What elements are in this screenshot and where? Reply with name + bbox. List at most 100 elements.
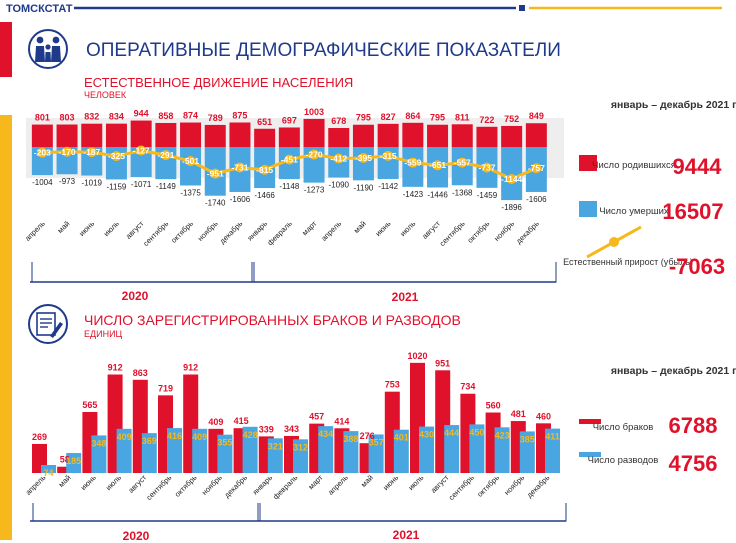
month-label: сентябрь bbox=[144, 473, 173, 502]
births-bar bbox=[377, 123, 399, 147]
marriages-label: 863 bbox=[133, 368, 148, 378]
divorces-bar bbox=[91, 435, 107, 473]
deaths-bar bbox=[31, 147, 53, 176]
year-label-2021: 2021 bbox=[392, 290, 419, 304]
natural-change-label: -395 bbox=[355, 153, 372, 163]
divorces-bar bbox=[41, 465, 56, 473]
summary-divorces-value: 4756 bbox=[669, 451, 718, 476]
marriages-label: 560 bbox=[486, 401, 501, 411]
births-bar bbox=[81, 123, 103, 147]
births-bar bbox=[254, 128, 276, 147]
marriages-label: 414 bbox=[334, 416, 349, 426]
divorces-label: 388 bbox=[343, 434, 358, 444]
deaths-label: -1149 bbox=[156, 182, 176, 191]
legend-deaths-label: Число умерших bbox=[599, 206, 669, 217]
deaths-label: -1459 bbox=[477, 191, 498, 200]
natural-change-point bbox=[457, 157, 468, 168]
month-label: август bbox=[126, 473, 148, 495]
month-label: январь bbox=[245, 219, 269, 243]
marriages-label: 415 bbox=[234, 416, 249, 426]
divorces-bar bbox=[393, 429, 409, 473]
births-label: 1003 bbox=[304, 107, 324, 117]
month-label: июль bbox=[104, 473, 123, 492]
month-label: сентябрь bbox=[141, 219, 170, 248]
marriages-label: 269 bbox=[32, 432, 47, 442]
side-accent-yellow bbox=[0, 115, 12, 540]
natural-change-point bbox=[185, 156, 196, 167]
births-label: 795 bbox=[356, 113, 371, 123]
births-label: 795 bbox=[430, 113, 445, 123]
divorces-bar bbox=[116, 428, 132, 473]
marriages-label: 719 bbox=[158, 383, 173, 393]
side-accent-red bbox=[0, 22, 12, 77]
divorces-bar bbox=[66, 453, 82, 473]
natural-change-point bbox=[284, 154, 295, 165]
natural-change-point bbox=[506, 174, 517, 185]
divorces-label: 450 bbox=[469, 427, 484, 437]
divorces-label: 348 bbox=[91, 438, 106, 448]
births-bar bbox=[180, 122, 202, 147]
natural-change-label: -557 bbox=[454, 158, 471, 168]
month-label: июль bbox=[398, 219, 417, 238]
month-label: сентябрь bbox=[438, 219, 467, 248]
births-label: 858 bbox=[158, 111, 173, 121]
divorces-bar bbox=[545, 428, 560, 473]
section1-unit: ЧЕЛОВЕК bbox=[84, 90, 127, 100]
month-label: май bbox=[359, 473, 375, 489]
births-label: 849 bbox=[529, 111, 544, 121]
month-label: октябрь bbox=[173, 473, 199, 499]
divorces-label: 423 bbox=[495, 430, 510, 440]
marriages-label: 1020 bbox=[407, 351, 427, 361]
natural-change-label: -291 bbox=[157, 150, 174, 160]
births-label: 752 bbox=[504, 114, 519, 124]
month-label: июнь bbox=[77, 219, 96, 238]
births-bar bbox=[501, 125, 523, 147]
divorces-label: 409 bbox=[117, 432, 132, 442]
month-label: ноябрь bbox=[196, 219, 220, 243]
natural-change-label: -559 bbox=[404, 158, 421, 168]
births-bar bbox=[402, 122, 424, 147]
summary-change-value: -7063 bbox=[669, 254, 725, 279]
month-label: март bbox=[300, 219, 319, 238]
marriages-label: 343 bbox=[284, 424, 299, 434]
month-label: апрель bbox=[24, 473, 48, 497]
month-label: декабрь bbox=[222, 473, 249, 500]
legend-marriages-swatch bbox=[579, 419, 601, 424]
births-bar bbox=[105, 123, 127, 147]
births-bar bbox=[525, 123, 547, 147]
legend-divorces-swatch bbox=[579, 452, 601, 457]
month-label: июнь bbox=[381, 473, 400, 492]
natural-change-point bbox=[86, 147, 97, 158]
month-label: декабрь bbox=[525, 473, 552, 500]
year-label-2020: 2020 bbox=[122, 289, 149, 303]
births-label: 651 bbox=[257, 117, 272, 127]
natural-change-label: -325 bbox=[108, 151, 125, 161]
deaths-label: -1368 bbox=[452, 188, 473, 197]
month-label: февраль bbox=[271, 473, 299, 501]
natural-change-point bbox=[210, 168, 221, 179]
natural-change-point bbox=[432, 160, 443, 171]
divorces-bar bbox=[343, 431, 359, 473]
divorces-label: 74 bbox=[43, 468, 53, 478]
month-label: октябрь bbox=[466, 219, 492, 245]
divorces-label: 411 bbox=[545, 432, 560, 442]
marriages-label: 481 bbox=[511, 409, 526, 419]
summary-marriages-value: 6788 bbox=[669, 413, 718, 438]
legend-births-swatch bbox=[579, 155, 597, 171]
births-bar bbox=[229, 122, 251, 147]
section2-title: ЧИСЛО ЗАРЕГИСТРИРОВАННЫХ БРАКОВ И РАЗВОД… bbox=[84, 312, 461, 328]
summary2-period: январь – декабрь 2021 года bbox=[611, 365, 736, 377]
divorces-label: 312 bbox=[293, 442, 308, 452]
marriages-label: 912 bbox=[108, 363, 123, 373]
natural-change-point bbox=[481, 162, 492, 173]
month-label: ноябрь bbox=[492, 219, 516, 243]
divorces-bar bbox=[141, 433, 157, 473]
births-label: 803 bbox=[60, 113, 75, 123]
deaths-label: -1423 bbox=[403, 190, 424, 199]
births-label: 722 bbox=[479, 115, 494, 125]
divorces-label: 401 bbox=[394, 433, 409, 443]
marriages-label: 58 bbox=[60, 455, 70, 465]
legend-marriages-label: Число браков bbox=[593, 422, 654, 433]
natural-change-label: -1144 bbox=[501, 174, 523, 184]
natural-change-point bbox=[62, 146, 73, 157]
